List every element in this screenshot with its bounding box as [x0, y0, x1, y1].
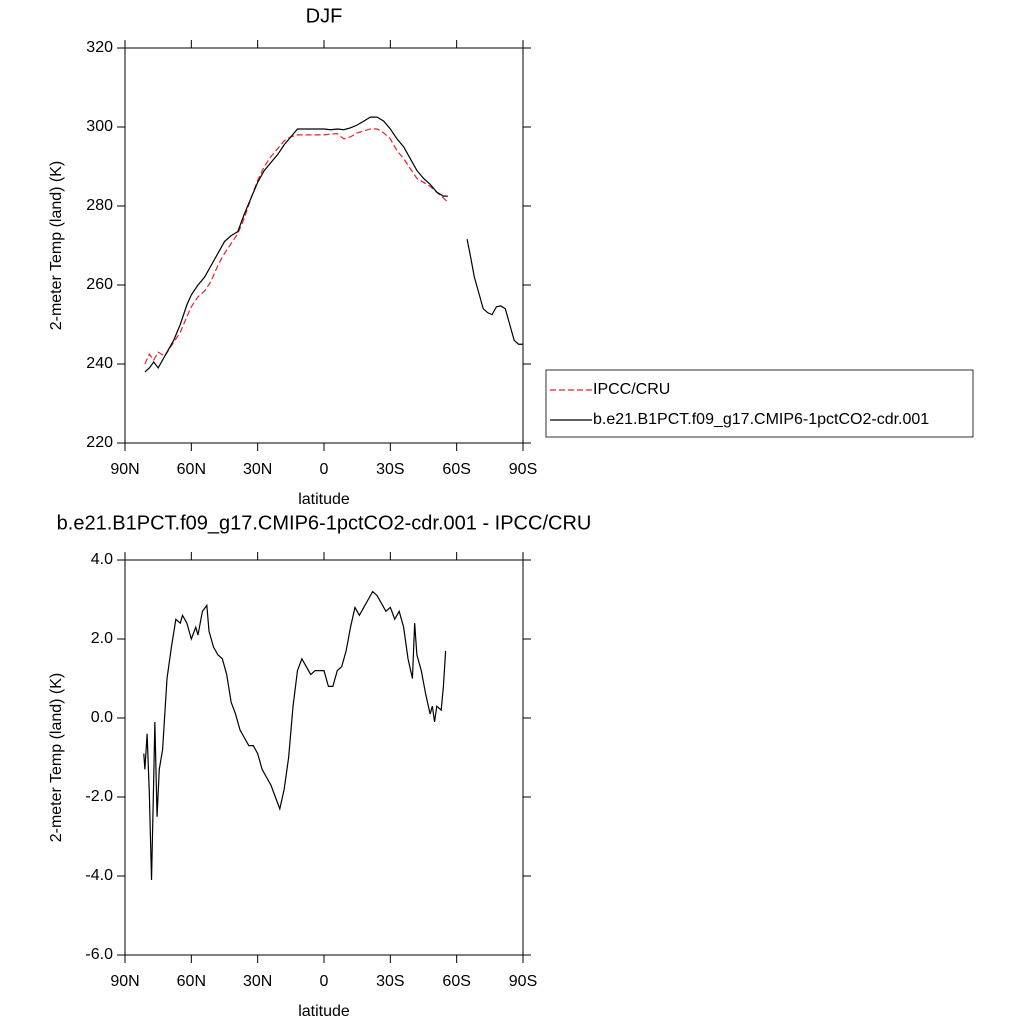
x-tick-label: 30N: [243, 973, 272, 990]
x-tick-label: 90N: [110, 973, 139, 990]
x-tick-label: 30S: [376, 461, 404, 478]
chart-title: DJF: [306, 5, 343, 27]
y-tick-label: -2.0: [85, 788, 113, 805]
x-tick-label: 60S: [442, 461, 470, 478]
y-tick-label: 0.0: [91, 709, 113, 726]
y-tick-label: 240: [86, 355, 113, 372]
x-tick-label: 30N: [243, 461, 272, 478]
data-line: [144, 128, 449, 365]
legend-label: b.e21.B1PCT.f09_g17.CMIP6-1pctCO2-cdr.00…: [593, 411, 929, 428]
y-tick-label: 320: [86, 39, 113, 56]
x-tick-label: 30S: [376, 973, 404, 990]
data-line: [144, 116, 523, 373]
x-tick-label: 90N: [110, 461, 139, 478]
y-tick-label: -4.0: [85, 867, 113, 884]
y-tick-label: 260: [86, 276, 113, 293]
x-tick-label: 60N: [177, 973, 206, 990]
plot-frame: [124, 47, 524, 444]
y-tick-label: 280: [86, 197, 113, 214]
y-tick-label: 300: [86, 118, 113, 135]
x-tick-label: 90S: [509, 461, 537, 478]
x-axis-label: latitude: [298, 1003, 350, 1020]
y-tick-label: 220: [86, 434, 113, 451]
x-tick-label: 0: [320, 973, 329, 990]
y-tick-label: 2.0: [91, 630, 113, 647]
x-tick-label: 90S: [509, 973, 537, 990]
y-axis-label: 2-meter Temp (land) (K): [48, 673, 65, 843]
x-tick-label: 0: [320, 461, 329, 478]
data-line: [143, 590, 447, 880]
y-tick-label: 4.0: [91, 551, 113, 568]
x-tick-label: 60N: [177, 461, 206, 478]
legend-label: IPCC/CRU: [593, 381, 670, 398]
y-tick-label: -6.0: [85, 946, 113, 963]
x-tick-label: 60S: [442, 973, 470, 990]
y-axis-label: 2-meter Temp (land) (K): [48, 161, 65, 331]
x-axis-label: latitude: [298, 491, 350, 508]
chart-title: b.e21.B1PCT.f09_g17.CMIP6-1pctCO2-cdr.00…: [57, 512, 592, 534]
legend-box: [545, 369, 974, 438]
